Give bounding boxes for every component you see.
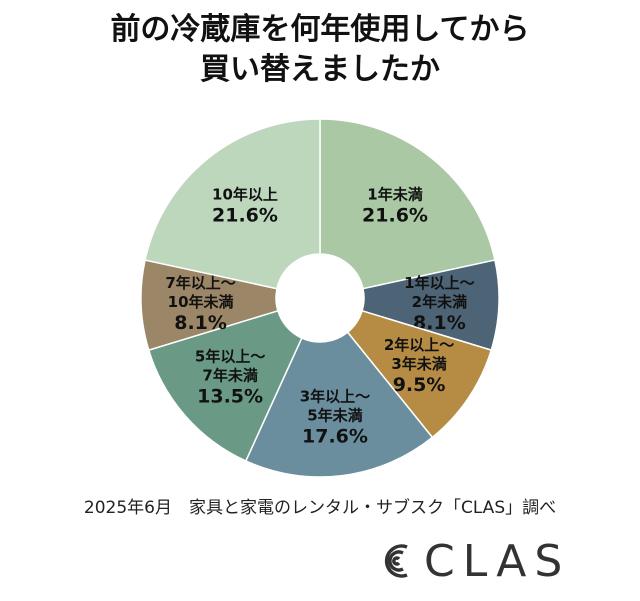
slice-category-label: 5年以上～ <box>195 348 265 366</box>
clas-logo-icon <box>384 544 408 578</box>
slice-category-label: 1年以上～ <box>404 274 474 292</box>
slice-value-label: 21.6% <box>212 204 278 226</box>
slice-category-label: 5年未満 <box>307 407 362 425</box>
slice-category-label: 10年以上 <box>212 185 278 203</box>
pie-slice <box>319 118 496 290</box>
slice-category-label: 2年未満 <box>412 293 467 311</box>
slice-value-label: 17.6% <box>302 426 368 448</box>
pie-slice <box>144 118 321 290</box>
slice-value-label: 8.1% <box>174 312 227 334</box>
slice-category-label: 3年以上～ <box>300 388 370 406</box>
slice-value-label: 9.5% <box>393 374 446 396</box>
slice-value-label: 8.1% <box>413 312 466 334</box>
chart-title: 前の冷蔵庫を何年使用してから 買い替えましたか <box>0 10 640 90</box>
donut-chart: 1年未満21.6%1年以上～2年未満8.1%2年以上～3年未満9.5%3年以上～… <box>140 118 500 478</box>
brand-logo: CLAS <box>380 534 570 588</box>
slice-category-label: 2年以上～ <box>384 336 454 354</box>
slice-category-label: 1年未満 <box>367 185 422 203</box>
chart-title-line2: 買い替えましたか <box>200 52 440 87</box>
brand-name: CLAS <box>424 535 571 587</box>
pie-slice <box>147 309 303 462</box>
slice-value-label: 13.5% <box>197 386 263 408</box>
pie-slice <box>244 331 434 478</box>
pie-slice <box>346 309 493 439</box>
slice-category-label: 7年以上～ <box>165 274 235 292</box>
slice-category-label: 10年未満 <box>168 293 234 311</box>
slice-category-label: 3年未満 <box>391 355 446 373</box>
source-note: 2025年6月 家具と家電のレンタル・サブスク「CLAS」調べ <box>83 498 557 518</box>
chart-title-line1: 前の冷蔵庫を何年使用してから <box>110 12 530 47</box>
slice-category-label: 7年未満 <box>202 367 257 385</box>
slice-value-label: 21.6% <box>362 204 428 226</box>
